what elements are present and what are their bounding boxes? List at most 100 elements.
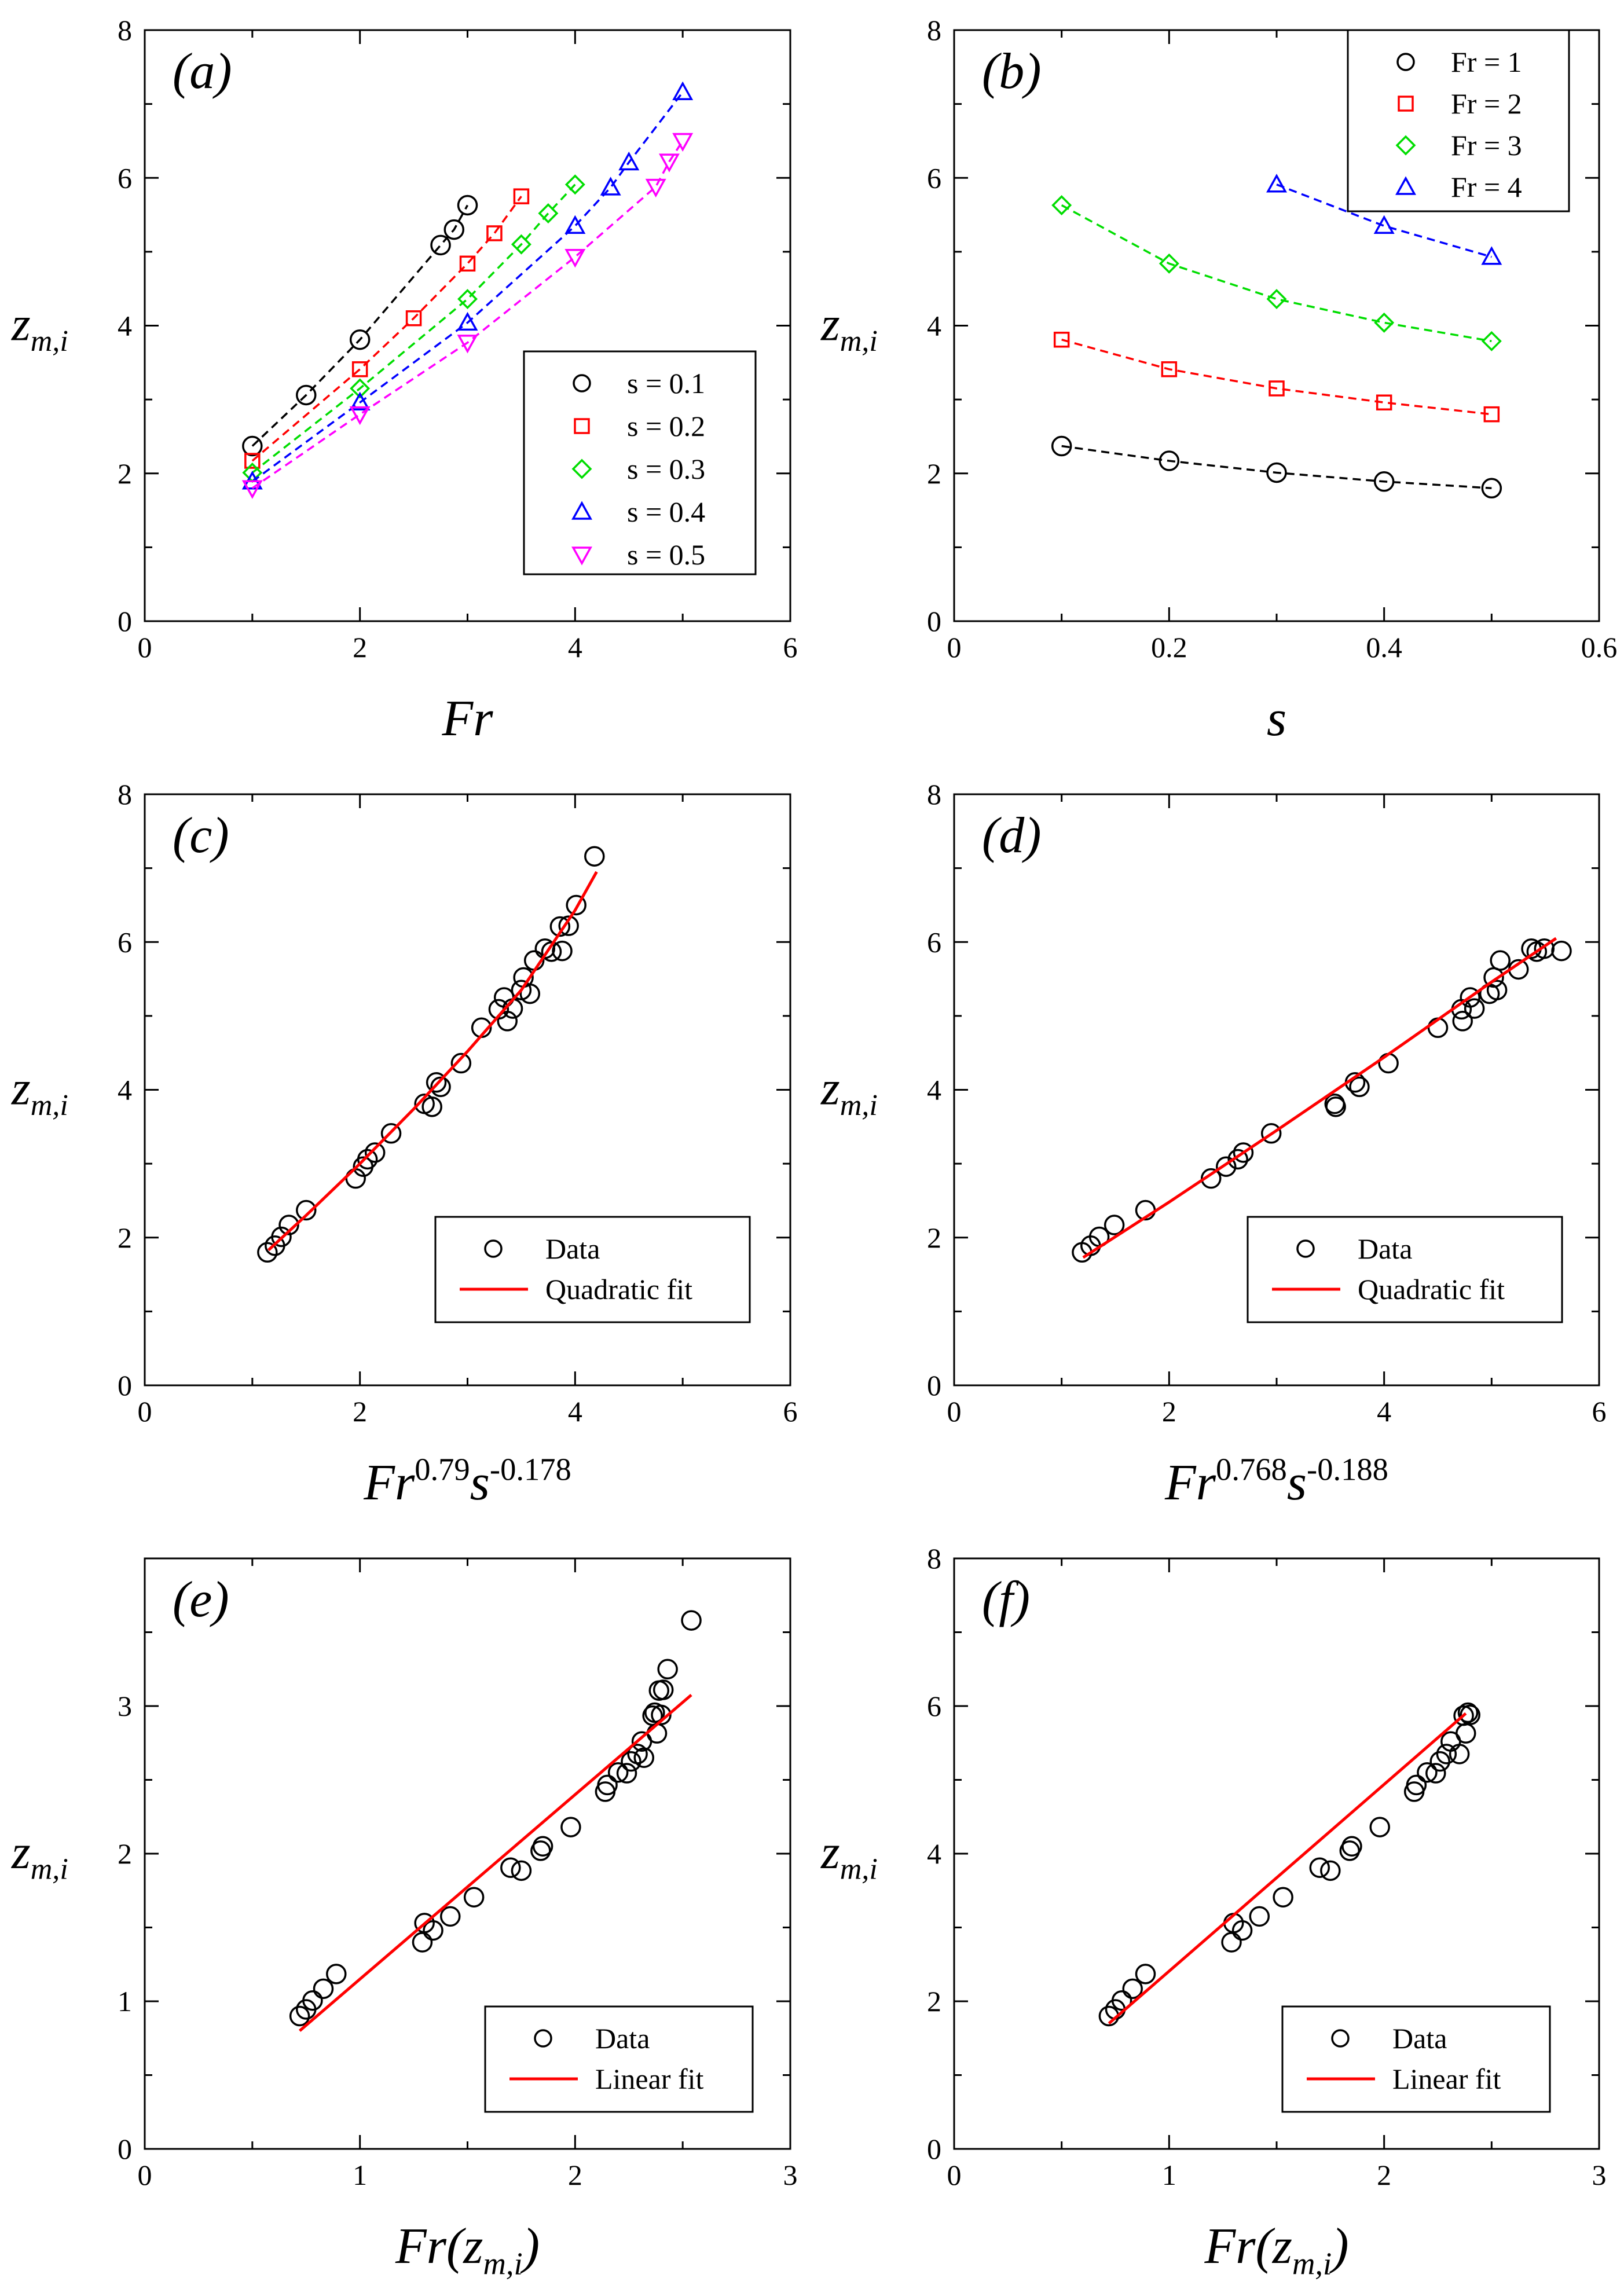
y-axis-label: zm,i [820,1062,878,1122]
series-dashed-line [251,91,684,483]
y-tick-label: 2 [927,457,941,490]
legend-label: Fr = 2 [1451,87,1522,120]
data-point [1486,980,1508,1000]
x-tick-label: 1 [1162,2159,1176,2191]
panel-f: 0 1 2 3 0 2 4 6 8 Fr(zm,i) zm,i (f) Data Linear fit [820,1542,1607,2281]
data-point [289,2005,310,2027]
fit-line [267,871,598,1252]
data-point [457,311,478,331]
data-point [1269,380,1285,397]
legend-box [1347,29,1570,212]
legend: Data Quadratic fit [434,1216,751,1323]
data-point [1135,1964,1156,1984]
y-tick-label: 2 [118,457,132,490]
legend-marker [1296,1239,1315,1258]
data-point [244,453,261,469]
panel-label: (f) [982,1572,1030,1628]
data-point [349,406,371,425]
data-point [440,1906,461,1927]
legend: s = 0.1 s = 0.2 s = 0.3 s = 0.4 s = 0.5 [523,350,757,575]
data-point [1266,174,1287,193]
data-point [450,1052,472,1074]
y-tick-label: 0 [927,1369,941,1402]
panel-label: (c) [173,808,229,864]
x-tick-label: 4 [1377,1395,1391,1428]
x-axis-label: Fr [442,691,494,747]
data-point [242,435,263,457]
series-dashed-line [1276,184,1492,258]
y-tick-label: 6 [927,1690,941,1722]
data-point [1051,435,1072,457]
data-point [1449,1744,1470,1765]
data-point [652,1679,674,1700]
fit-line [1082,937,1557,1259]
data-point [271,1226,292,1248]
y-axis-label: zm,i [11,298,68,358]
y-axis-label: zm,i [11,1825,68,1886]
data-point [1369,1817,1390,1837]
x-tick-label: 0 [947,2159,962,2191]
y-tick-label: 3 [118,1690,132,1722]
data-point [296,1199,317,1221]
legend-label: Fr = 3 [1451,129,1522,162]
data-point [463,1887,485,1908]
data-point [646,1723,668,1744]
y-tick-label: 8 [927,778,941,810]
data-point [1374,312,1395,333]
y-tick-label: 8 [927,14,941,46]
legend: Data Linear fit [1281,2005,1551,2113]
data-point [597,1774,618,1796]
data-point [302,1990,323,2011]
data-point [552,940,573,962]
y-tick-label: 4 [118,310,132,342]
y-tick-label: 2 [118,1221,132,1254]
data-point [349,391,371,410]
data-point [1104,1215,1125,1235]
panel-label: (e) [173,1572,229,1628]
data-point [1452,1011,1473,1032]
legend-box [434,1216,751,1323]
legend-label: Quadratic fit [1358,1273,1505,1305]
legend-marker [1396,53,1415,71]
x-tick-label: 0.6 [1581,631,1618,663]
data-point [1349,1076,1370,1098]
legend-marker [1398,96,1414,112]
legend-label: Quadratic fit [545,1273,692,1305]
data-point [1460,1704,1480,1726]
y-tick-label: 6 [927,926,941,958]
data-point [278,1215,299,1235]
legend-box [523,350,757,575]
data-point [1551,940,1572,962]
data-point [1373,215,1395,234]
x-tick-label: 0 [947,631,962,663]
data-point [1378,1052,1399,1074]
y-tick-label: 8 [118,14,132,46]
data-point [558,915,579,936]
data-point [618,151,640,171]
data-point [681,1610,702,1631]
data-point [423,1920,443,1941]
data-point [1159,450,1180,471]
data-point [511,1860,532,1881]
x-axis-label: Fr(zm,i) [395,2218,540,2281]
data-point [1159,253,1179,274]
x-tick-label: 4 [568,631,582,663]
series-dashed-line [251,204,469,447]
x-tick-label: 2 [353,631,367,663]
data-point [349,329,371,350]
panel-e: 0 1 2 3 0 1 2 3 Fr(zm,i) zm,i (e) Data Linear fit [11,1557,798,2281]
data-point [519,983,541,1004]
data-point [607,1762,629,1783]
legend-label: Data [595,2022,650,2055]
data-point [1266,289,1287,310]
y-tick-label: 0 [927,605,941,637]
fit-line [1108,1712,1467,2025]
data-point [1260,1123,1282,1144]
data-point [1111,1990,1132,2011]
x-tick-label: 6 [783,631,798,663]
panel-c: 0 2 4 6 0 2 4 6 8 Fr0.79s-0.178 zm,i (c) Data Quadrat… [11,778,798,1511]
legend: Data Linear fit [484,2005,754,2113]
y-tick-label: 0 [118,2133,132,2165]
data-point [1122,1978,1143,2000]
